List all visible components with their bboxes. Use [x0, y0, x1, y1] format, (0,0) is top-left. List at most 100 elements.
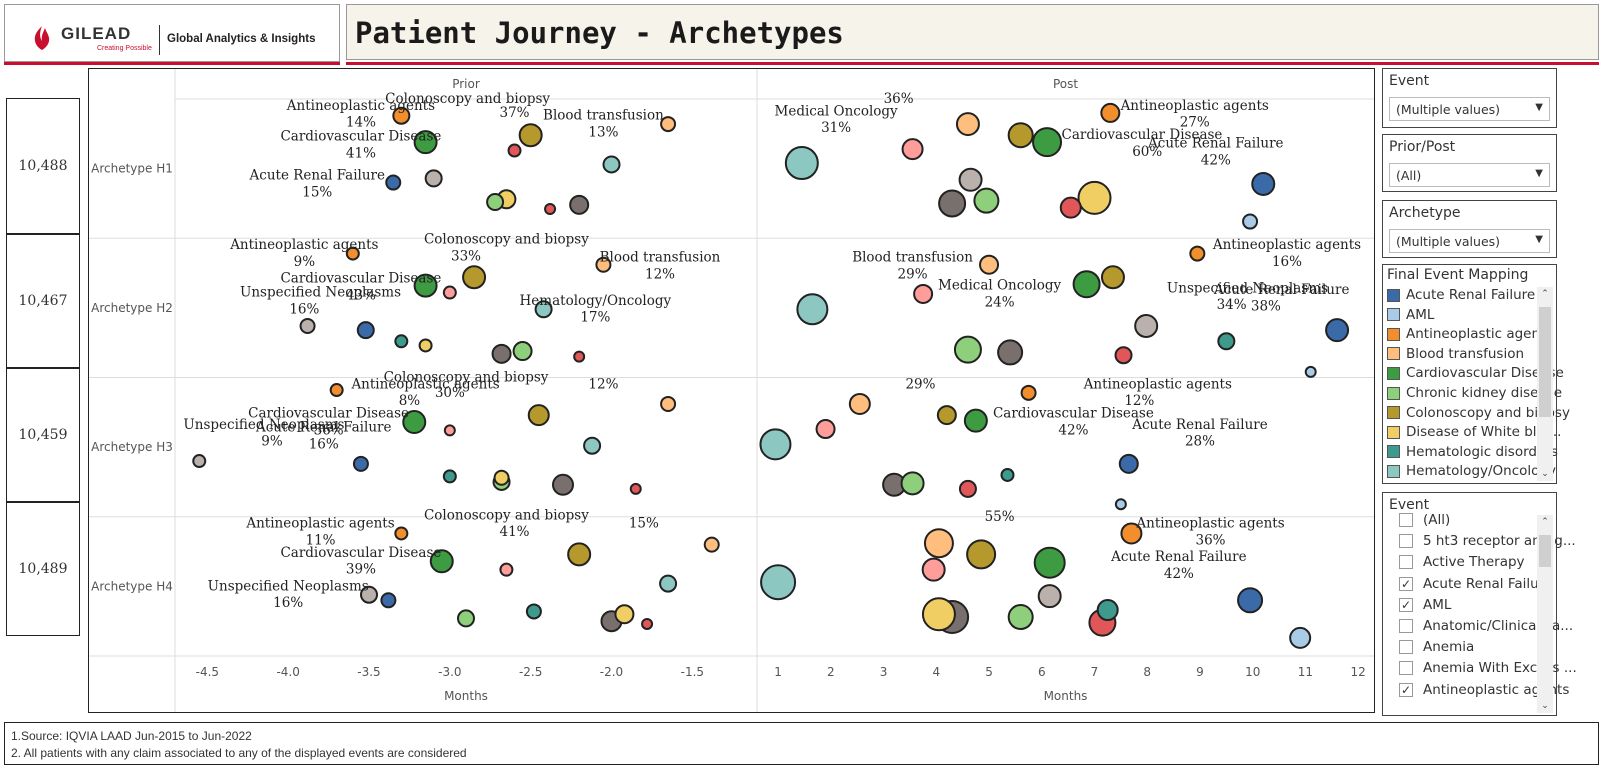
data-label: Antineoplastic agents [245, 516, 394, 532]
data-label: 17% [580, 310, 610, 326]
bubble-point [602, 155, 621, 174]
event-checkbox-item[interactable]: ✓ Antineoplastic agents [1399, 679, 1569, 701]
legend-item[interactable]: AML [1387, 305, 1434, 325]
x-tick-label: 12 [1351, 665, 1366, 679]
bubble-point [614, 604, 635, 625]
bubble-point [958, 479, 977, 498]
data-label: Antineoplastic agents [1212, 237, 1361, 253]
data-label: Acute Renal Failure [1213, 282, 1350, 298]
archetype-count: 10,459 [6, 368, 80, 502]
bubble-point [429, 549, 454, 574]
scroll-down-icon[interactable]: ⌄ [1541, 701, 1549, 711]
bubble-point [958, 167, 983, 192]
data-label: Antineoplastic agents [1135, 516, 1284, 532]
bubble-point [913, 283, 934, 304]
legend-swatch [1387, 327, 1400, 341]
event-checkbox-item[interactable]: ✓ Acute Renal Failure [1399, 573, 1552, 595]
bubble-chart[interactable]: Prior Post Archetype H1 Archetype H2 Archety… [88, 68, 1375, 713]
data-label: 11% [305, 532, 335, 548]
data-label: 42% [1058, 422, 1088, 438]
footnote-box: 1.Source: IQVIA LAAD Jun-2015 to Jun-202… [4, 722, 1599, 765]
data-label: Antineoplastic agents [1083, 376, 1232, 392]
bubble-point [703, 536, 720, 553]
priorpost-dropdown-value: (All) [1396, 168, 1422, 183]
page-title: Patient Journey - Archetypes [355, 16, 844, 50]
legend-item[interactable]: Hematology/Oncology [1387, 461, 1556, 481]
data-label: Cardiovascular Disease [1062, 127, 1223, 143]
bubble-chart-svg: Prior Post Archetype H1 Archetype H2 Archety… [89, 69, 1374, 712]
checkbox[interactable] [1399, 513, 1413, 527]
data-label: Antineoplastic agents [229, 237, 378, 253]
data-label: 13% [588, 124, 618, 140]
checkbox[interactable] [1399, 640, 1413, 655]
checkbox[interactable]: ✓ [1399, 682, 1413, 697]
priorpost-dropdown[interactable]: (All) ▼ [1389, 163, 1550, 187]
event-checkbox-label: Acute Renal Failure [1423, 575, 1553, 592]
event-checkbox-label: Anemia [1423, 639, 1475, 656]
event-checkbox-item[interactable]: (All) [1399, 509, 1450, 531]
legend-item[interactable]: Cardiovascular Disease [1387, 363, 1564, 383]
legend-item[interactable]: Hematologic disorders [1387, 442, 1558, 462]
checkbox[interactable] [1399, 619, 1413, 633]
event-list-scroll-thumb[interactable] [1539, 535, 1551, 567]
event-checkbox-item[interactable]: Active Therapy [1399, 551, 1525, 573]
archetype-dropdown[interactable]: (Multiple values) ▼ [1389, 229, 1550, 253]
bubble-point [534, 300, 553, 319]
bubble-point [402, 410, 427, 435]
data-label: Cardiovascular Disease [280, 545, 441, 561]
legend-scroll-thumb[interactable] [1539, 307, 1551, 417]
brand-name: GILEAD [61, 24, 132, 43]
priorpost-filter-title: Prior/Post [1389, 139, 1456, 155]
data-label: 39% [346, 562, 376, 578]
bubble-point [936, 405, 957, 426]
checkbox[interactable] [1399, 534, 1413, 549]
event-dropdown-value: (Multiple values) [1396, 102, 1501, 117]
legend-item[interactable]: Acute Renal Failure [1387, 285, 1535, 305]
checkbox[interactable] [1399, 555, 1413, 570]
bubble-point [583, 436, 602, 455]
legend-item[interactable]: Blood transfusion [1387, 344, 1524, 364]
checkbox[interactable]: ✓ [1399, 576, 1413, 591]
data-label: 8% [399, 393, 421, 409]
bubble-point [784, 146, 819, 181]
data-label: 29% [898, 266, 928, 282]
scroll-down-icon[interactable]: ⌄ [1541, 469, 1549, 479]
event-checkbox-label: Antineoplastic agents [1423, 681, 1570, 698]
event-checkbox-item[interactable]: ✓ AML [1399, 594, 1451, 616]
bubble-point [385, 174, 402, 191]
bubble-point [493, 469, 510, 486]
data-label: 36% [314, 422, 344, 438]
legend-item[interactable]: Disease of White bloo.. [1387, 422, 1561, 442]
event-list-scrollbar[interactable]: ⌃ ⌄ [1537, 515, 1553, 713]
data-label: Cardiovascular Disease [280, 129, 441, 145]
scroll-up-icon[interactable]: ⌃ [1541, 289, 1549, 299]
data-label: Unspecified Neoplasms [1167, 280, 1328, 296]
data-label: Blood transfusion [852, 250, 973, 266]
legend-item[interactable]: Antineoplastic agents [1387, 324, 1552, 344]
panel-header: Post [1053, 77, 1078, 91]
brand-tagline: Creating Possible [97, 45, 152, 52]
bubble-point [1033, 546, 1066, 579]
bubble-point [1251, 171, 1276, 196]
event-checkbox-label: Active Therapy [1423, 554, 1525, 571]
data-label: 12% [645, 266, 675, 282]
data-label: Antineoplastic agents [350, 376, 499, 392]
legend-item[interactable]: Chronic kidney disease [1387, 383, 1562, 403]
event-checkbox-item[interactable]: Anatomic/Clinical Pa... [1399, 615, 1573, 637]
legend-scrollbar[interactable]: ⌃ ⌄ [1537, 287, 1553, 481]
legend-item-label: Chronic kidney disease [1406, 385, 1563, 401]
bubble-point [660, 395, 677, 412]
legend-item-label: Blood transfusion [1406, 345, 1525, 362]
scroll-up-icon[interactable]: ⌃ [1541, 517, 1549, 527]
legend-swatch [1387, 347, 1400, 361]
checkbox[interactable] [1399, 661, 1413, 676]
event-checkbox-item[interactable]: Anemia [1399, 636, 1474, 658]
bubble-point [595, 256, 612, 273]
legend-item-label: Hematology/Oncology [1406, 463, 1556, 480]
checkbox[interactable]: ✓ [1399, 597, 1413, 612]
footnote-population: 2. All patients with any claim associate… [11, 746, 467, 760]
legend-item[interactable]: Colonoscopy and biopsy [1387, 403, 1570, 423]
event-dropdown[interactable]: (Multiple values) ▼ [1389, 97, 1550, 121]
x-tick-label: 1 [774, 665, 782, 679]
bubble-point [1242, 213, 1259, 230]
